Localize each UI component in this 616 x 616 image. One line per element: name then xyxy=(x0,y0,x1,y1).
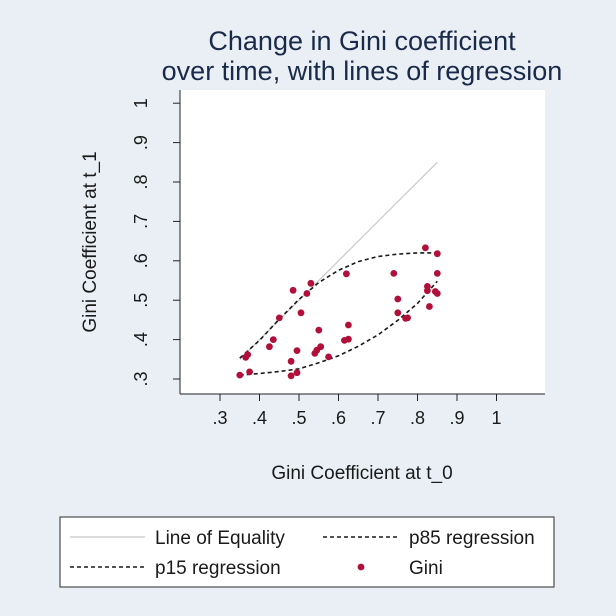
data-point xyxy=(266,343,273,351)
data-point xyxy=(433,290,441,297)
series-line-p85 xyxy=(239,252,438,359)
x-axis: .3 .4 .5 .6 .7 .8 .9 1 xyxy=(180,393,545,428)
legend: Line of Equality p85 regression p15 regr… xyxy=(59,516,555,588)
x-tick-label: .8 xyxy=(410,408,425,428)
data-point xyxy=(269,336,277,343)
data-point xyxy=(433,250,441,258)
data-point xyxy=(297,309,305,317)
data-point xyxy=(315,326,323,334)
data-point xyxy=(244,351,252,358)
y-tick-label: .7 xyxy=(131,214,151,229)
data-point xyxy=(307,279,315,287)
y-tick-label: .8 xyxy=(131,174,151,189)
y-tick-label: .6 xyxy=(131,253,151,268)
x-tick-label: .7 xyxy=(370,408,385,428)
data-point xyxy=(275,314,283,322)
y-tick-label: .4 xyxy=(131,332,151,347)
y-tick-label: .3 xyxy=(131,371,151,386)
y-axis: .3 .4 .5 .6 .7 .8 .9 1 xyxy=(131,90,181,394)
data-point xyxy=(303,290,311,297)
y-tick-label: .5 xyxy=(131,293,151,308)
x-tick-label: .5 xyxy=(291,408,306,428)
x-tick-label: .4 xyxy=(252,408,267,428)
legend-box xyxy=(59,516,555,588)
data-point xyxy=(390,270,398,277)
x-tick-label: 1 xyxy=(491,408,501,428)
x-tick-label: .3 xyxy=(212,408,227,428)
legend-gini-marker xyxy=(357,563,365,571)
data-point xyxy=(426,303,433,310)
y-tick-label: 1 xyxy=(131,98,151,108)
data-point xyxy=(236,371,244,379)
data-point xyxy=(325,353,332,361)
data-point xyxy=(394,309,402,317)
x-tick-label: .9 xyxy=(449,408,464,428)
y-tick-label: .9 xyxy=(131,135,151,150)
data-point xyxy=(394,295,402,303)
legend-p15-label: p15 regression xyxy=(155,558,281,579)
data-point xyxy=(422,244,429,252)
data-point xyxy=(293,347,301,354)
data-point xyxy=(287,372,295,380)
legend-equality-label: Line of Equality xyxy=(155,528,285,549)
data-point xyxy=(287,357,295,365)
data-point xyxy=(404,314,411,322)
y-axis-label: Gini Coefficient at t_1 xyxy=(80,151,101,332)
x-tick-label: .6 xyxy=(331,408,346,428)
x-axis-label: Gini Coefficient at t_0 xyxy=(271,463,452,484)
data-point xyxy=(289,286,297,294)
data-point xyxy=(317,343,325,351)
series-line-p15 xyxy=(239,280,438,376)
data-point xyxy=(246,368,254,376)
data-point xyxy=(343,270,350,278)
plot-area xyxy=(180,90,545,394)
chart-title-line-1: Change in Gini coefficient xyxy=(208,26,516,56)
data-point xyxy=(424,287,431,295)
chart-title-line-2: over time, with lines of regression xyxy=(162,56,563,86)
legend-gini-label: Gini xyxy=(409,558,443,579)
data-point xyxy=(345,335,352,343)
data-point xyxy=(345,321,352,329)
series-layer xyxy=(236,161,441,380)
legend-p85-label: p85 regression xyxy=(409,528,535,549)
data-point xyxy=(293,369,301,377)
chart-title: Change in Gini coefficient over time, wi… xyxy=(162,26,563,86)
data-point xyxy=(433,270,441,277)
